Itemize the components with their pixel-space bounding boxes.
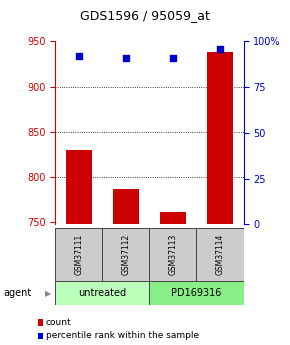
Bar xyxy=(55,281,149,305)
Bar xyxy=(149,228,196,281)
Text: GDS1596 / 95059_at: GDS1596 / 95059_at xyxy=(80,9,210,22)
Bar xyxy=(113,189,139,224)
Text: GSM37111: GSM37111 xyxy=(74,234,83,275)
Text: percentile rank within the sample: percentile rank within the sample xyxy=(46,331,199,340)
Bar xyxy=(207,52,233,224)
Bar xyxy=(102,228,149,281)
Text: GSM37112: GSM37112 xyxy=(121,234,130,275)
Text: untreated: untreated xyxy=(78,288,126,298)
Bar xyxy=(160,211,186,224)
Text: agent: agent xyxy=(3,288,31,298)
Text: ▶: ▶ xyxy=(45,289,51,298)
Text: PD169316: PD169316 xyxy=(171,288,222,298)
Text: GSM37113: GSM37113 xyxy=(168,234,177,275)
Bar xyxy=(55,228,102,281)
Text: GSM37114: GSM37114 xyxy=(215,234,224,275)
Bar xyxy=(149,281,244,305)
Bar xyxy=(66,150,92,224)
Point xyxy=(218,46,222,51)
Text: count: count xyxy=(46,318,71,327)
Point xyxy=(124,55,128,61)
Bar xyxy=(196,228,244,281)
Point xyxy=(76,53,81,59)
Point xyxy=(171,55,175,61)
